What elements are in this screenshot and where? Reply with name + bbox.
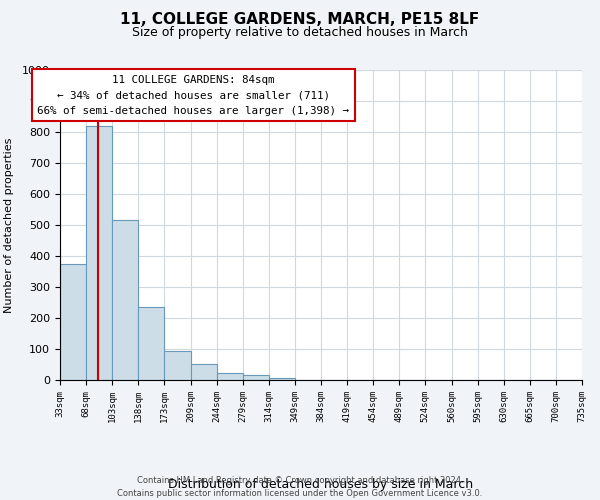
Bar (164, 352, 191, 380)
Bar (269, 378, 295, 380)
Text: Contains HM Land Registry data © Crown copyright and database right 2024.: Contains HM Land Registry data © Crown c… (137, 476, 463, 485)
Text: 11, COLLEGE GARDENS, MARCH, PE15 8LF: 11, COLLEGE GARDENS, MARCH, PE15 8LF (121, 12, 479, 28)
Bar (138, 307, 164, 380)
Text: Contains public sector information licensed under the Open Government Licence v3: Contains public sector information licen… (118, 489, 482, 498)
Bar (191, 364, 217, 380)
Y-axis label: Number of detached properties: Number of detached properties (4, 138, 14, 312)
Bar (112, 220, 138, 380)
Bar (60, 264, 86, 380)
Bar (243, 376, 269, 380)
Bar (86, 126, 112, 380)
X-axis label: Distribution of detached houses by size in March: Distribution of detached houses by size … (169, 478, 473, 490)
Text: Size of property relative to detached houses in March: Size of property relative to detached ho… (132, 26, 468, 39)
Text: 11 COLLEGE GARDENS: 84sqm
← 34% of detached houses are smaller (711)
66% of semi: 11 COLLEGE GARDENS: 84sqm ← 34% of detac… (37, 74, 349, 116)
Bar (217, 373, 243, 380)
